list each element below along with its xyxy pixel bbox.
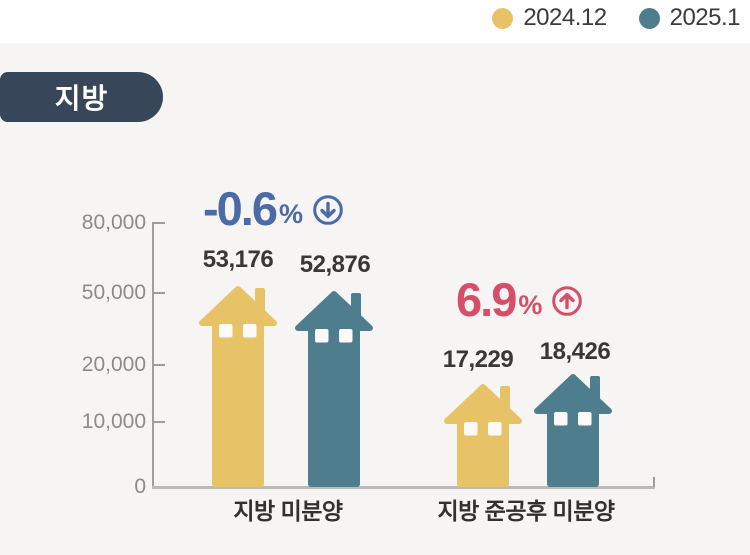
change-value-group2: 6.9 [456, 272, 517, 326]
x-axis-end-tick [653, 477, 655, 487]
legend-item-2024-12: 2024.12 [492, 4, 607, 32]
value-label-52876: 52,876 [299, 251, 371, 278]
house-bar-group2-2024 [444, 384, 522, 487]
legend-dot-2024-icon [492, 7, 514, 29]
x-axis-line [152, 486, 655, 489]
category-label-group1: 지방 미분양 [233, 498, 343, 524]
change-label-group1: -0.6 % [203, 182, 344, 234]
region-badge-label: 지방 [54, 83, 109, 114]
y-axis-line [152, 222, 154, 488]
change-unit-group2: % [518, 289, 543, 320]
legend-label-2024-12: 2024.12 [523, 4, 607, 31]
house-bar-group1-2024 [199, 286, 277, 487]
y-axis-label-0: 0 [134, 475, 146, 498]
y-tick-50000 [152, 292, 165, 294]
chart-panel: 지방 80,000 50,000 20,000 10,000 0 -0.6 % … [0, 43, 750, 555]
change-unit-group1: % [279, 198, 304, 229]
y-axis-label-50000: 50,000 [81, 281, 146, 304]
y-tick-20000 [152, 364, 165, 366]
legend-item-2025-1: 2025.1 [638, 4, 741, 32]
legend-label-2025-1: 2025.1 [669, 4, 741, 31]
change-label-group2: 6.9 % [456, 273, 583, 325]
y-axis-label-10000: 10,000 [81, 410, 146, 433]
value-label-18426: 18,426 [539, 338, 611, 365]
value-label-53176: 53,176 [202, 246, 274, 273]
y-axis-label-80000: 80,000 [81, 211, 146, 234]
y-tick-80000 [152, 222, 165, 224]
y-tick-10000 [152, 421, 165, 423]
change-value-group1: -0.6 [203, 181, 278, 235]
value-label-17229: 17,229 [442, 346, 514, 373]
y-axis-label-20000: 20,000 [81, 353, 146, 376]
circled-up-arrow-icon [552, 286, 583, 316]
category-label-group2: 지방 준공후 미분양 [437, 498, 615, 524]
chart-legend: 2024.12 2025.1 [492, 4, 741, 32]
legend-dot-2025-icon [638, 7, 660, 29]
house-bar-group1-2025 [295, 291, 373, 487]
circled-down-arrow-icon [313, 195, 343, 225]
house-bar-group2-2025 [534, 374, 612, 487]
region-badge: 지방 [0, 72, 163, 122]
top-band: 2024.12 2025.1 [0, 0, 750, 43]
